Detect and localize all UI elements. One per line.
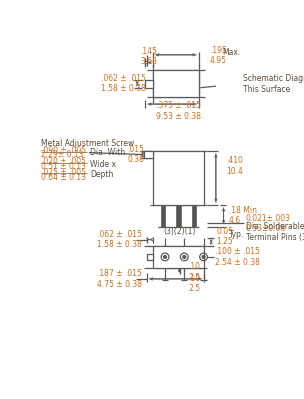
Text: .090 ± .005: .090 ± .005 — [41, 146, 86, 155]
Text: Max.: Max. — [222, 48, 240, 57]
Text: .145
3.68: .145 3.68 — [140, 47, 157, 66]
Bar — [145, 80, 153, 87]
Text: Wide x: Wide x — [90, 160, 116, 169]
Text: Metal Adjustment Screw: Metal Adjustment Screw — [41, 139, 134, 148]
Bar — [153, 70, 199, 97]
Text: 0.64 ± 0.13: 0.64 ± 0.13 — [41, 173, 86, 182]
Text: 0.51 ± 0.13: 0.51 ± 0.13 — [41, 162, 86, 171]
Text: .100 ± .015
2.54 ± 0.38: .100 ± .015 2.54 ± 0.38 — [215, 247, 260, 267]
Text: .18 Min.
4.6: .18 Min. 4.6 — [229, 206, 259, 225]
Text: Schematic Diagram
This Surface: Schematic Diagram This Surface — [243, 74, 304, 94]
Text: .187 ± .015
4.75 ± 0.38: .187 ± .015 4.75 ± 0.38 — [97, 269, 142, 288]
Text: .10
2.5: .10 2.5 — [188, 274, 200, 293]
Text: 0.05
1.25: 0.05 1.25 — [217, 227, 234, 246]
Text: .410
10.4: .410 10.4 — [226, 156, 243, 176]
Text: 0.021±.003
0.53±0.08: 0.021±.003 0.53±0.08 — [246, 214, 291, 233]
Text: (3)(2)(1): (3)(2)(1) — [164, 227, 196, 236]
Bar — [147, 254, 153, 260]
Text: .062 ± .015
1.58 ± 0.38: .062 ± .015 1.58 ± 0.38 — [101, 74, 146, 93]
Text: .020 ± .005: .020 ± .005 — [41, 157, 86, 166]
Bar — [153, 151, 204, 205]
Text: .062 ± .015
1.58 ± 0.38: .062 ± .015 1.58 ± 0.38 — [97, 230, 142, 249]
Circle shape — [202, 255, 205, 258]
Text: 2.29± 0.13: 2.29± 0.13 — [41, 150, 83, 160]
Text: .015
0.38: .015 0.38 — [127, 145, 144, 164]
Text: Dia. With: Dia. With — [90, 148, 126, 157]
Text: .10
2.5: .10 2.5 — [188, 263, 200, 282]
Text: Depth: Depth — [90, 170, 114, 180]
Bar — [192, 205, 196, 227]
Text: Typ.: Typ. — [229, 231, 244, 239]
Circle shape — [164, 255, 166, 258]
Text: .375 ± .015
9.53 ± 0.38: .375 ± .015 9.53 ± 0.38 — [156, 101, 201, 121]
Text: .025 ± .005: .025 ± .005 — [41, 168, 86, 177]
Circle shape — [183, 255, 186, 258]
Bar — [176, 205, 181, 227]
Bar — [161, 205, 165, 227]
Bar — [153, 246, 204, 268]
Text: .195
4.95: .195 4.95 — [210, 46, 227, 65]
Text: Dia. Solderable
Terminal Pins (3): Dia. Solderable Terminal Pins (3) — [246, 222, 304, 242]
Bar — [144, 151, 153, 158]
